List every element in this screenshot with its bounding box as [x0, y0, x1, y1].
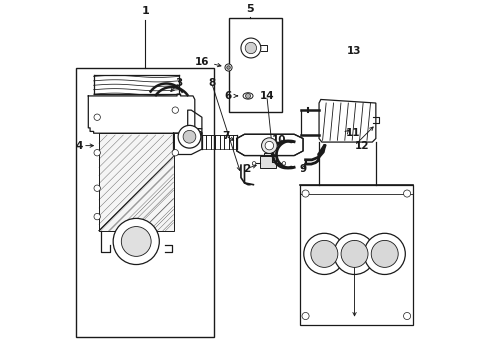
Circle shape [94, 185, 100, 192]
Circle shape [364, 233, 405, 274]
Circle shape [310, 240, 337, 267]
Circle shape [264, 141, 273, 150]
Text: 9: 9 [299, 165, 306, 174]
Text: 15: 15 [189, 128, 203, 138]
Text: 6: 6 [224, 91, 231, 101]
Text: 13: 13 [346, 46, 361, 56]
Circle shape [121, 226, 151, 256]
Text: 2: 2 [242, 164, 249, 174]
Circle shape [303, 233, 344, 274]
Circle shape [172, 107, 178, 113]
Polygon shape [236, 134, 303, 156]
Bar [228, 18, 281, 112]
Circle shape [333, 233, 374, 274]
Circle shape [403, 190, 410, 197]
Bar [76, 68, 214, 337]
Circle shape [245, 94, 250, 98]
Text: 11: 11 [345, 128, 360, 138]
Circle shape [302, 312, 308, 320]
Circle shape [94, 114, 100, 120]
Text: 3: 3 [175, 78, 182, 89]
Circle shape [241, 38, 260, 58]
Circle shape [302, 190, 308, 197]
Circle shape [224, 64, 232, 71]
Polygon shape [318, 99, 375, 142]
Circle shape [252, 162, 255, 165]
Circle shape [183, 130, 196, 143]
Bar [299, 185, 412, 325]
Circle shape [340, 240, 367, 267]
Circle shape [226, 66, 230, 69]
Text: 16: 16 [194, 57, 208, 67]
Circle shape [261, 138, 277, 153]
Text: 14: 14 [259, 91, 274, 101]
Circle shape [94, 149, 100, 156]
Text: 10: 10 [271, 135, 285, 145]
Text: 5: 5 [245, 4, 253, 14]
Bar [99, 133, 173, 231]
Text: 12: 12 [354, 141, 368, 150]
Circle shape [178, 125, 201, 148]
Circle shape [282, 162, 285, 165]
Text: 1: 1 [141, 6, 149, 16]
Text: 4: 4 [76, 141, 83, 150]
Circle shape [172, 149, 178, 156]
Text: 7: 7 [222, 131, 229, 141]
Bar [260, 156, 276, 168]
Circle shape [403, 312, 410, 320]
Circle shape [113, 219, 159, 265]
Text: 8: 8 [208, 78, 215, 89]
Circle shape [94, 213, 100, 220]
Circle shape [244, 42, 256, 54]
Circle shape [370, 240, 397, 267]
Ellipse shape [243, 93, 252, 99]
